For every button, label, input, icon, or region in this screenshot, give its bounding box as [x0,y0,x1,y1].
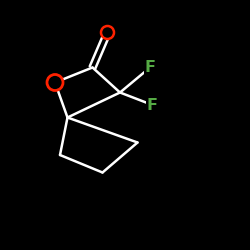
Circle shape [101,26,114,39]
Circle shape [47,74,63,90]
Text: F: F [144,60,156,75]
Text: F: F [147,98,158,112]
